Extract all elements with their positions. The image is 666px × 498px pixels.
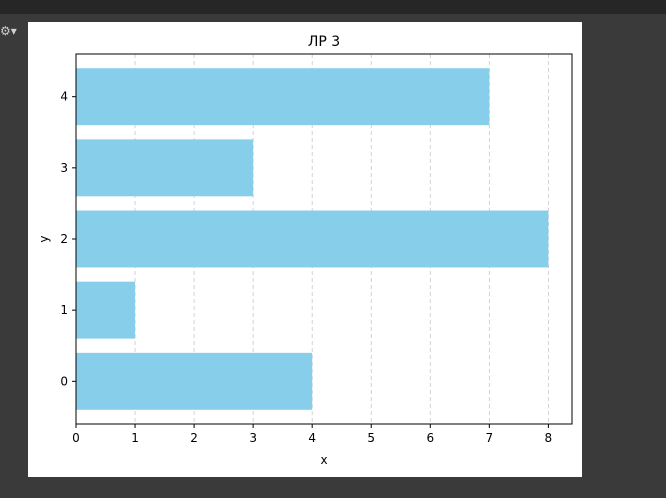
chart-title: ЛР 3 [308, 34, 340, 50]
bar-1 [76, 281, 136, 339]
window-top-bar [0, 0, 666, 14]
bar-chart: 0 1 2 3 4 5 6 7 8 0 1 2 3 4 ЛР 3 x y [37, 34, 573, 467]
y-tick-label: 2 [60, 232, 68, 246]
bar-2 [76, 210, 549, 268]
x-tick-label: 6 [426, 431, 434, 445]
y-tick-label: 4 [60, 90, 68, 104]
x-tick-label: 8 [545, 431, 553, 445]
configure-subplots-icon[interactable]: ⚙▾ [0, 24, 17, 38]
x-tick-label: 4 [308, 431, 316, 445]
bar-3 [76, 139, 254, 197]
y-tick-label: 0 [60, 374, 68, 388]
y-tick-label: 1 [60, 303, 68, 317]
y-axis-label: y [37, 235, 51, 242]
x-tick-label: 3 [249, 431, 257, 445]
x-tick-label: 0 [72, 431, 80, 445]
x-tick-label: 7 [486, 431, 494, 445]
y-tick-label: 3 [60, 161, 68, 175]
x-ticks: 0 1 2 3 4 5 6 7 8 [72, 424, 552, 445]
bar-4 [76, 68, 490, 126]
y-ticks: 0 1 2 3 4 [60, 90, 76, 388]
bar-0 [76, 352, 313, 410]
x-axis-label: x [320, 453, 327, 467]
x-tick-label: 2 [190, 431, 198, 445]
bars-group [76, 68, 549, 410]
x-tick-label: 1 [131, 431, 139, 445]
figure-canvas: 0 1 2 3 4 5 6 7 8 0 1 2 3 4 ЛР 3 x y [28, 22, 582, 477]
x-tick-label: 5 [367, 431, 375, 445]
